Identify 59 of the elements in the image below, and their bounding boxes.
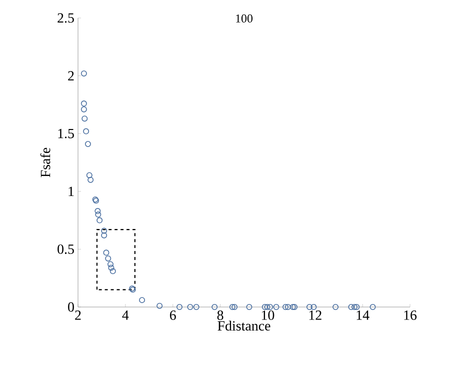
point bbox=[264, 304, 270, 310]
point bbox=[110, 268, 116, 274]
point bbox=[86, 172, 92, 178]
point bbox=[80, 106, 87, 112]
y-axis-title: Fsafe bbox=[40, 148, 50, 178]
point bbox=[348, 304, 354, 310]
point bbox=[101, 228, 108, 234]
point bbox=[80, 70, 87, 76]
point bbox=[96, 217, 103, 224]
point bbox=[229, 304, 236, 310]
point bbox=[88, 176, 94, 183]
point bbox=[80, 100, 87, 107]
point bbox=[267, 304, 274, 310]
point bbox=[83, 128, 90, 134]
x-tick-label: 8 bbox=[217, 310, 224, 320]
y-tick-label: 2.5 bbox=[58, 13, 74, 23]
point bbox=[156, 302, 163, 309]
point bbox=[187, 304, 194, 310]
x-tick-label: 2 bbox=[75, 310, 81, 320]
point bbox=[262, 304, 268, 310]
point bbox=[105, 255, 112, 262]
point bbox=[352, 304, 358, 310]
point bbox=[94, 208, 101, 214]
point bbox=[101, 232, 108, 238]
point bbox=[176, 304, 182, 310]
point bbox=[193, 304, 200, 310]
point bbox=[103, 250, 110, 256]
point bbox=[95, 212, 102, 218]
point bbox=[212, 304, 218, 310]
point bbox=[84, 141, 91, 147]
y-tick-label: 1.5 bbox=[58, 128, 74, 138]
y-tick-label: 2 bbox=[68, 71, 74, 80]
point bbox=[370, 304, 376, 310]
x-tick-label: 6 bbox=[170, 310, 176, 320]
y-tick-label: 1 bbox=[68, 186, 74, 196]
x-tick-label: 4 bbox=[122, 310, 129, 320]
point bbox=[82, 116, 88, 122]
point bbox=[310, 304, 317, 310]
point bbox=[306, 304, 312, 310]
y-tick-label: 0.5 bbox=[58, 244, 74, 254]
x-tick-label: 12 bbox=[309, 310, 322, 320]
point bbox=[282, 304, 288, 310]
x-tick-label: 16 bbox=[404, 310, 417, 320]
chart-title: 100 bbox=[236, 14, 253, 22]
point bbox=[332, 304, 339, 310]
point bbox=[292, 304, 298, 310]
point bbox=[246, 304, 252, 310]
point bbox=[107, 261, 114, 268]
point bbox=[108, 264, 114, 271]
point bbox=[354, 304, 360, 310]
point bbox=[273, 304, 280, 310]
point bbox=[290, 304, 296, 310]
x-tick-label: 14 bbox=[356, 310, 370, 320]
x-axis-title: Fdistance bbox=[218, 320, 270, 331]
point bbox=[284, 304, 291, 310]
point bbox=[139, 297, 146, 304]
y-tick-label: 0 bbox=[68, 302, 74, 312]
x-tick-label: 10 bbox=[262, 310, 274, 320]
point bbox=[232, 304, 238, 310]
